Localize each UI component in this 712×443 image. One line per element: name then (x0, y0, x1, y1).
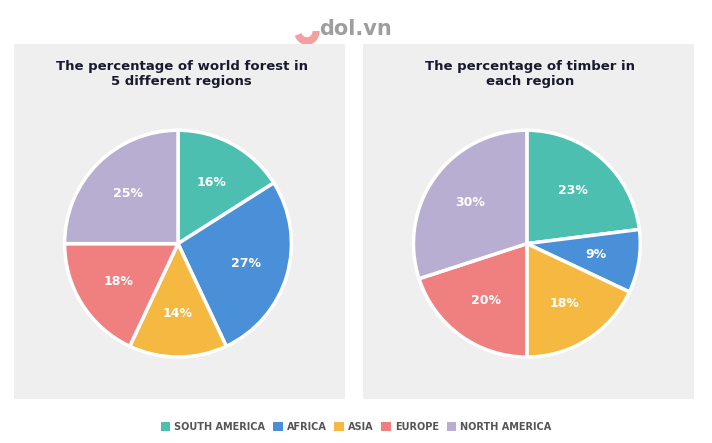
Wedge shape (295, 31, 320, 45)
Text: dol.vn: dol.vn (320, 19, 392, 39)
Text: 9%: 9% (586, 248, 607, 261)
Text: 30%: 30% (455, 196, 485, 209)
Text: 18%: 18% (550, 296, 580, 310)
Legend: SOUTH AMERICA, AFRICA, ASIA, EUROPE, NORTH AMERICA: SOUTH AMERICA, AFRICA, ASIA, EUROPE, NOR… (157, 418, 555, 436)
Text: 20%: 20% (471, 294, 501, 307)
Text: 25%: 25% (113, 187, 143, 200)
Wedge shape (178, 183, 291, 346)
Wedge shape (527, 130, 639, 244)
Text: The percentage of timber in
each region: The percentage of timber in each region (426, 60, 635, 88)
Wedge shape (414, 130, 527, 279)
Text: 18%: 18% (104, 275, 134, 288)
Wedge shape (178, 130, 273, 244)
Wedge shape (527, 229, 640, 292)
Wedge shape (65, 244, 178, 346)
Wedge shape (130, 244, 226, 357)
Text: 23%: 23% (558, 184, 588, 198)
Text: 27%: 27% (231, 257, 261, 270)
Wedge shape (419, 244, 527, 357)
Wedge shape (65, 130, 178, 244)
Wedge shape (527, 244, 629, 357)
Text: 14%: 14% (163, 307, 193, 320)
Text: The percentage of world forest in
5 different regions: The percentage of world forest in 5 diff… (56, 60, 308, 88)
Text: 16%: 16% (197, 175, 227, 189)
